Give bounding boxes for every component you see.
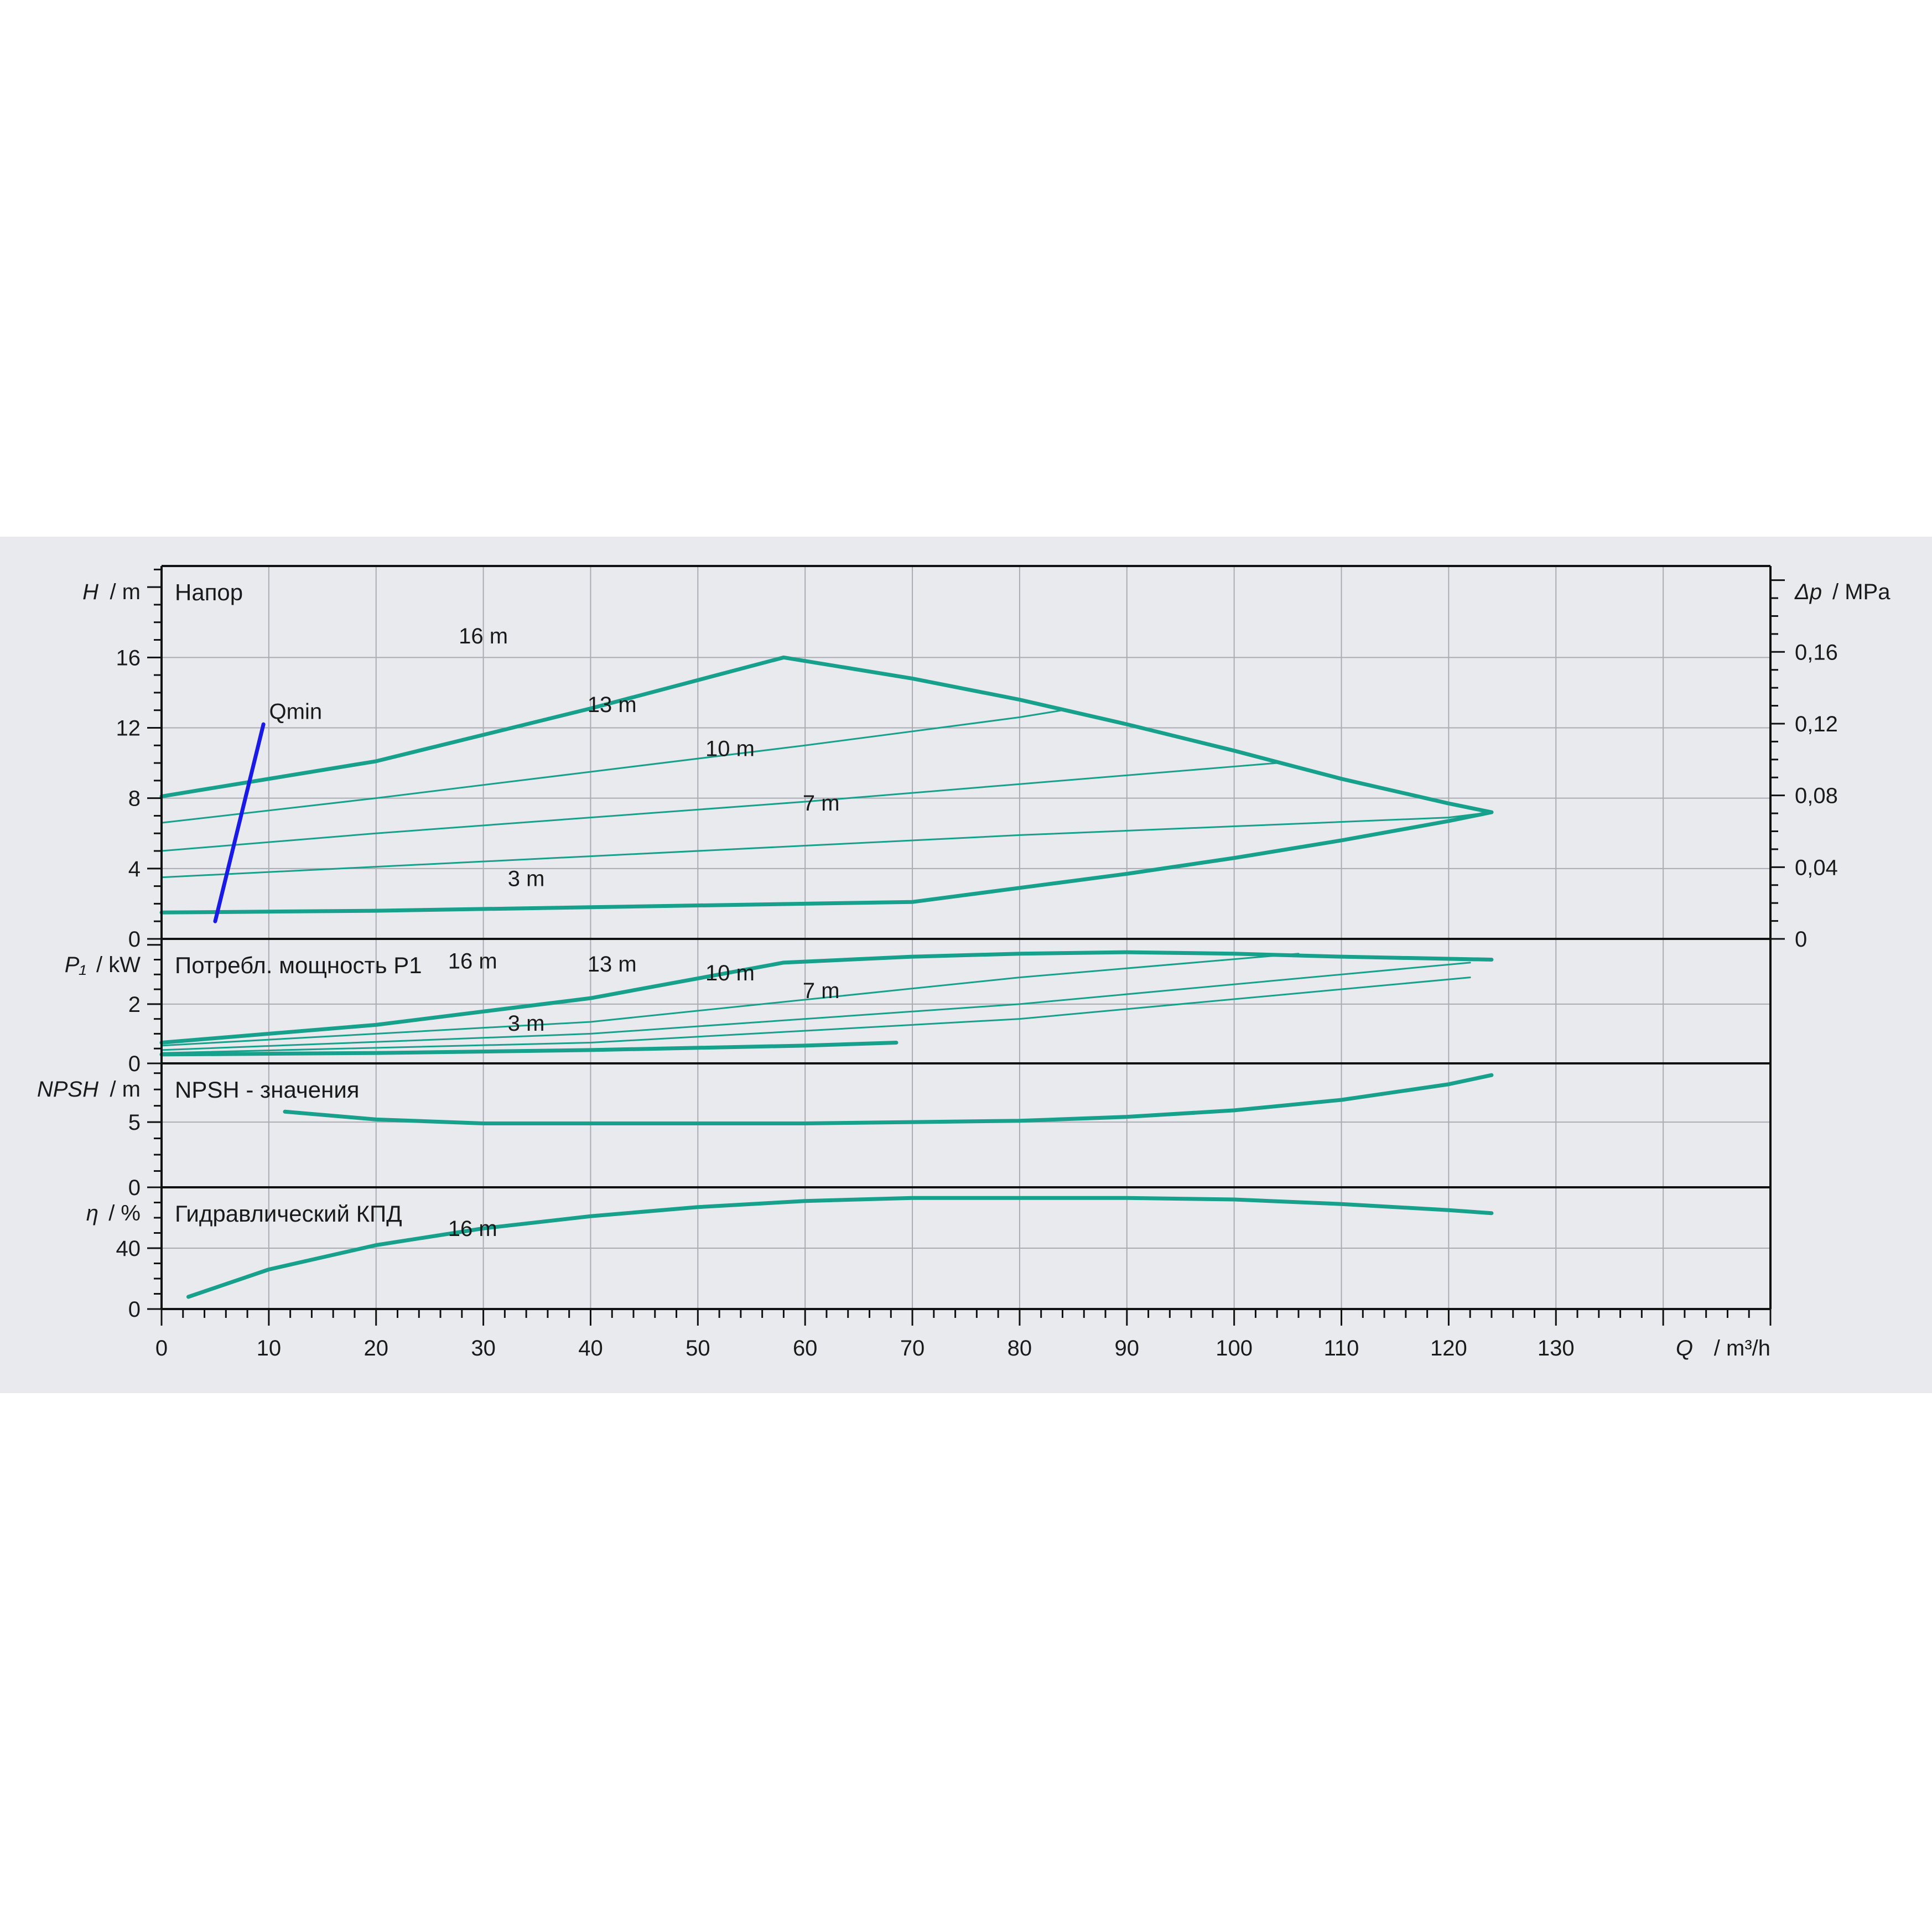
head-curve-10m-label: 10 m [705, 736, 755, 761]
eff-panel-title: Гидравлический КПД [175, 1201, 402, 1227]
head-curve-7m-label: 7 m [803, 791, 840, 816]
head-curve-13m [160, 709, 1063, 824]
dp-tick-label: 0,08 [1795, 784, 1838, 808]
power-curve-3m [159, 1041, 899, 1057]
dp-tick-label: 0,12 [1795, 712, 1838, 736]
head-axis-symbol: H [82, 580, 98, 604]
x-tick-label: 40 [578, 1336, 603, 1360]
x-tick-label: 80 [1007, 1336, 1032, 1360]
power-curve-13m-label: 13 m [588, 952, 637, 977]
chart-panel: 0 4 8 12 16 H / m Напор 0 2 P₁ / kW Потребл. мощност… [0, 537, 1932, 1393]
x-tick-label: 0 [155, 1336, 168, 1360]
x-tick-label: 10 [257, 1336, 282, 1360]
head-curve-16m [159, 655, 1494, 814]
x-tick-label: 60 [793, 1336, 818, 1360]
head-y-tick-label: 4 [128, 857, 141, 881]
dp-tick-label: 0,16 [1795, 640, 1838, 664]
power-panel-title: Потребл. мощность P1 [175, 952, 422, 978]
dp-tick-label: 0 [1795, 927, 1807, 952]
eff-axis-unit: / % [108, 1201, 141, 1225]
head-curve-3m-label: 3 m [508, 867, 545, 891]
eff-axis-symbol: η [86, 1201, 98, 1225]
x-axis-symbol: Q [1676, 1336, 1693, 1360]
head-axis-unit: / m [110, 580, 141, 604]
power-curve-10m-label: 10 m [705, 961, 755, 985]
npsh-axis-symbol: NPSH [37, 1077, 98, 1102]
head-curve-10m [160, 762, 1278, 852]
power-curve-7m-label: 7 m [803, 979, 840, 1003]
power-curve-10m [160, 962, 1471, 1051]
power-curve-13m [160, 953, 1300, 1047]
head-curve-13m-label: 13 m [588, 693, 637, 717]
power-axis-unit: / kW [96, 953, 141, 977]
x-tick-label: 120 [1430, 1336, 1467, 1360]
head-curve-7m [160, 811, 1493, 879]
x-tick-label: 90 [1115, 1336, 1140, 1360]
x-tick-label: 100 [1216, 1336, 1253, 1360]
power-axis-symbol: P₁ [65, 953, 86, 977]
x-tick-label: 130 [1538, 1336, 1575, 1360]
npsh-curve-series [283, 1073, 1494, 1125]
x-tick-label: 110 [1324, 1336, 1359, 1360]
pump-curve-chart: 0 4 8 12 16 H / m Напор 0 2 P₁ / kW Потребл. мощност… [37, 565, 1891, 1360]
head-y-tick-label: 12 [116, 716, 141, 740]
power-curve-3m-label: 3 m [508, 1011, 545, 1036]
x-tick-label: 20 [363, 1336, 388, 1360]
head-curve-qmin-label: Qmin [269, 700, 323, 724]
eff-curve-16m-label: 16 m [448, 1217, 497, 1241]
x-tick-label: 70 [900, 1336, 925, 1360]
power-y-tick-label: 2 [128, 993, 141, 1017]
head-curve-3m [159, 810, 1494, 915]
head-y-tick-label: 8 [128, 787, 141, 811]
npsh-axis-unit: / m [110, 1077, 141, 1102]
x-axis-unit: / m³/h [1714, 1336, 1770, 1360]
head-curve-16m-label: 16 m [459, 624, 508, 648]
power-curve-16m-label: 16 m [448, 949, 497, 974]
dp-tick-label: 0,04 [1795, 855, 1838, 880]
head-panel-title: Напор [175, 579, 243, 605]
power-curve-7m [160, 977, 1471, 1054]
x-tick-label: 30 [471, 1336, 496, 1360]
npsh-y-tick-label: 0 [128, 1176, 141, 1200]
head-curve-qmin [213, 722, 266, 923]
eff-y-tick-label: 0 [128, 1297, 141, 1322]
dp-axis-symbol: Δp [1794, 580, 1822, 604]
dp-axis-unit: / MPa [1832, 580, 1891, 604]
npsh-y-tick-label: 5 [128, 1110, 141, 1135]
head-y-tick-label: 16 [116, 646, 141, 670]
head-y-tick-label: 0 [128, 927, 141, 952]
npsh-panel-title: NPSH - значения [175, 1077, 360, 1103]
x-tick-label: 50 [685, 1336, 710, 1360]
eff-curve-16m [186, 1196, 1494, 1299]
eff-y-tick-label: 40 [116, 1237, 141, 1261]
power-y-tick-label: 0 [128, 1052, 141, 1076]
